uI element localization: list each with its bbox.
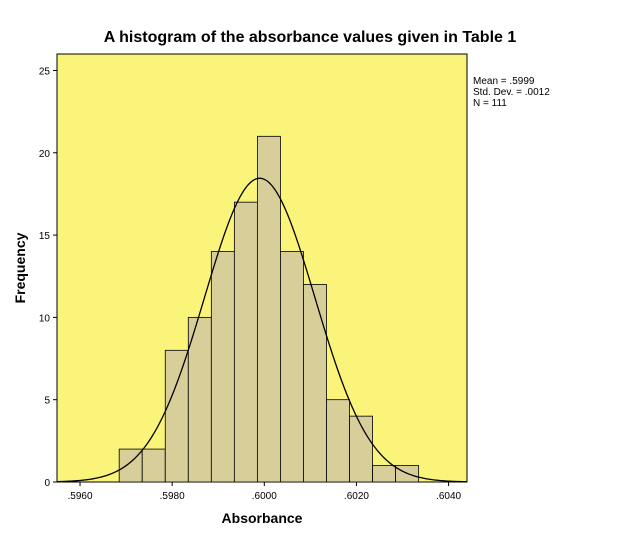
histogram-bar xyxy=(256,135,281,483)
y-tick-label: 25 xyxy=(39,66,51,77)
stat-mean: Mean = .5999 xyxy=(473,76,535,87)
histogram-bar xyxy=(141,448,166,483)
y-tick-label: 15 xyxy=(39,231,51,242)
histogram-bar xyxy=(349,415,373,483)
histogram-bar xyxy=(303,284,327,483)
x-tick-label: .6000 xyxy=(252,491,277,502)
x-tick-label: .5960 xyxy=(68,491,93,502)
chart-title: A histogram of the absorbance values giv… xyxy=(104,29,517,46)
summary-statistics: Mean = .5999 Std. Dev. = .0012 N = 111 xyxy=(473,76,550,109)
y-tick-label: 0 xyxy=(44,478,50,489)
x-tick-label: .5980 xyxy=(160,491,185,502)
y-axis: 0 5 10 15 20 25 xyxy=(39,66,57,489)
stat-std-dev: Std. Dev. = .0012 xyxy=(473,87,550,98)
stat-n: N = 111 xyxy=(473,98,507,109)
x-tick-label: .6020 xyxy=(344,491,369,502)
y-tick-label: 10 xyxy=(39,313,51,324)
y-tick-label: 5 xyxy=(44,396,50,407)
y-tick-label: 20 xyxy=(39,149,51,160)
histogram-bar xyxy=(164,349,189,483)
normal-curve xyxy=(56,177,468,483)
y-axis-label: Frequency xyxy=(12,232,28,303)
histogram-bar xyxy=(326,399,350,483)
histogram-bar xyxy=(210,251,235,483)
histogram-bar xyxy=(187,316,212,483)
x-axis-label: Absorbance xyxy=(222,510,303,526)
x-tick-label: .6040 xyxy=(436,491,461,502)
histogram-bar xyxy=(233,201,258,483)
histogram-bar xyxy=(372,465,396,483)
x-axis: .5960 .5980 .6000 .6020 .6040 xyxy=(68,482,462,502)
histogram-bar xyxy=(280,251,304,483)
